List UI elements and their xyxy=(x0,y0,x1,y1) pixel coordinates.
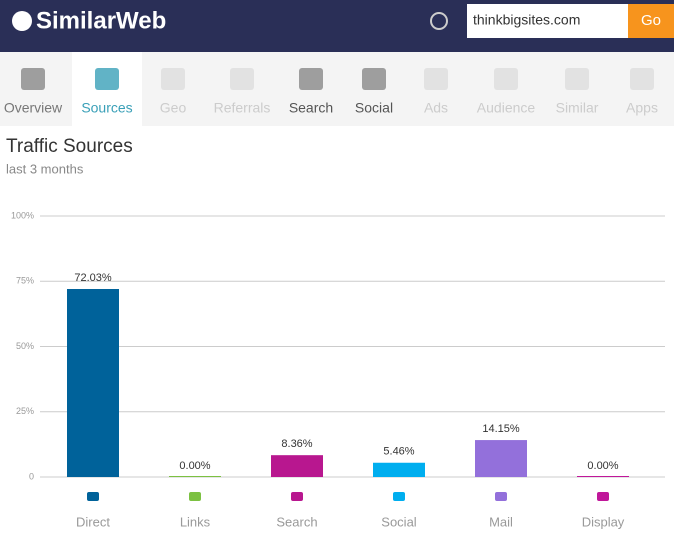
x-tick-label: Direct xyxy=(76,514,110,529)
value-label: 0.00% xyxy=(587,460,618,472)
y-tick-label: 25% xyxy=(16,406,34,416)
x-tick-label: Display xyxy=(582,514,625,529)
go-button[interactable] xyxy=(628,4,674,38)
tab-icon xyxy=(565,68,589,90)
nav-tab[interactable]: Overview xyxy=(4,100,63,116)
logo: SimilarWeb xyxy=(36,7,166,34)
chart-title: Traffic Sources xyxy=(6,136,133,157)
bar xyxy=(67,289,119,477)
tab-icon xyxy=(299,68,323,90)
tab-icon xyxy=(161,68,185,90)
y-tick-label: 50% xyxy=(16,341,34,351)
category-icon xyxy=(87,492,99,501)
y-tick-label: 0 xyxy=(29,471,34,481)
value-label: 0.00% xyxy=(179,460,210,472)
nav-tab[interactable]: Geo xyxy=(160,100,187,116)
nav-tab[interactable]: Social xyxy=(355,100,393,116)
nav-tab[interactable]: Apps xyxy=(626,100,658,116)
x-tick-label: Mail xyxy=(489,514,513,529)
x-tick-label: Search xyxy=(276,514,317,529)
nav-tab[interactable]: Sources xyxy=(81,100,132,116)
tab-icon xyxy=(95,68,119,90)
tab-icon xyxy=(362,68,386,90)
tab-icon xyxy=(630,68,654,90)
logo-icon xyxy=(12,11,32,31)
value-label: 8.36% xyxy=(281,438,312,450)
x-tick-label: Links xyxy=(180,514,211,529)
go-label: Go xyxy=(641,12,661,29)
value-label: 72.03% xyxy=(74,272,112,284)
search-input[interactable] xyxy=(467,4,629,38)
category-icon xyxy=(597,492,609,501)
nav-tab[interactable]: Search xyxy=(289,100,333,116)
value-label: 14.15% xyxy=(482,423,520,435)
category-icon xyxy=(393,492,405,501)
category-icon xyxy=(495,492,507,501)
nav-tab[interactable]: Referrals xyxy=(214,100,271,116)
nav-tab[interactable]: Similar xyxy=(556,100,599,116)
tab-icon xyxy=(21,68,45,90)
value-label: 5.46% xyxy=(383,446,414,458)
y-tick-label: 75% xyxy=(16,276,34,286)
nav-tab[interactable]: Audience xyxy=(477,100,536,116)
bar xyxy=(271,455,323,477)
bar xyxy=(373,462,425,477)
y-tick-label: 100% xyxy=(11,210,34,220)
tab-icon xyxy=(494,68,518,90)
tab-icon xyxy=(230,68,254,90)
bar xyxy=(475,440,527,477)
settings-icon[interactable] xyxy=(430,12,448,30)
bar xyxy=(169,476,221,477)
x-tick-label: Social xyxy=(381,514,417,529)
bar xyxy=(577,476,629,477)
tab-icon xyxy=(424,68,448,90)
nav-tab[interactable]: Ads xyxy=(424,100,448,116)
search-value: thinkbigsites.com xyxy=(473,12,580,28)
category-icon xyxy=(189,492,201,501)
chart-subtitle: last 3 months xyxy=(6,161,84,176)
category-icon xyxy=(291,492,303,501)
